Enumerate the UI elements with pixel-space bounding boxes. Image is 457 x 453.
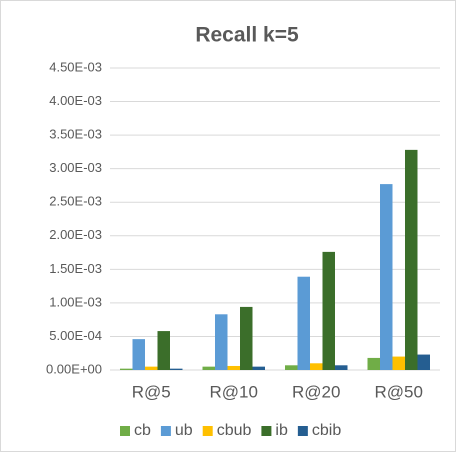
y-tick-label: 0.00E+00: [46, 361, 102, 376]
x-tick-label: R@5: [132, 382, 171, 401]
y-tick-label: 1.50E-03: [49, 261, 102, 276]
bar: [297, 276, 310, 370]
bar: [120, 368, 133, 370]
bar: [417, 354, 430, 370]
legend-swatch: [120, 426, 130, 436]
legend-swatch: [160, 426, 171, 436]
chart-title: Recall k=5: [195, 24, 299, 47]
x-tick-label: R@20: [292, 382, 340, 401]
bar: [157, 331, 170, 370]
legend-label: cbib: [312, 422, 341, 439]
legend-swatch: [202, 426, 213, 436]
legend-swatch: [297, 426, 308, 436]
bar: [322, 251, 335, 370]
x-tick-label: R@50: [375, 382, 423, 401]
bar: [335, 365, 348, 370]
y-tick-label: 5.00E-04: [49, 328, 102, 343]
y-tick-label: 1.00E-03: [49, 294, 102, 309]
bar: [252, 366, 265, 370]
y-tick-label: 4.00E-03: [49, 93, 102, 108]
bar: [132, 339, 145, 370]
y-tick-label: 2.00E-03: [49, 227, 102, 242]
bar: [380, 184, 393, 370]
bar: [405, 149, 418, 370]
y-tick-label: 2.50E-03: [49, 194, 102, 209]
bar: [202, 366, 215, 370]
legend-swatch: [261, 426, 272, 436]
y-tick-label: 4.50E-03: [49, 59, 102, 74]
bar: [145, 366, 158, 370]
legend-label: cbub: [217, 422, 252, 439]
bar: [392, 356, 405, 370]
x-tick-label: R@10: [210, 382, 258, 401]
bar: [215, 314, 228, 370]
bar: [310, 363, 323, 370]
legend-label: ib: [275, 422, 288, 439]
bar: [285, 365, 298, 370]
bar: [227, 365, 240, 370]
bar: [170, 368, 183, 370]
bar: [240, 306, 253, 370]
y-tick-label: 3.00E-03: [49, 160, 102, 175]
legend-label: ub: [175, 422, 193, 439]
bar: [367, 357, 380, 370]
y-tick-label: 3.50E-03: [49, 127, 102, 142]
legend-label: cb: [134, 422, 151, 439]
